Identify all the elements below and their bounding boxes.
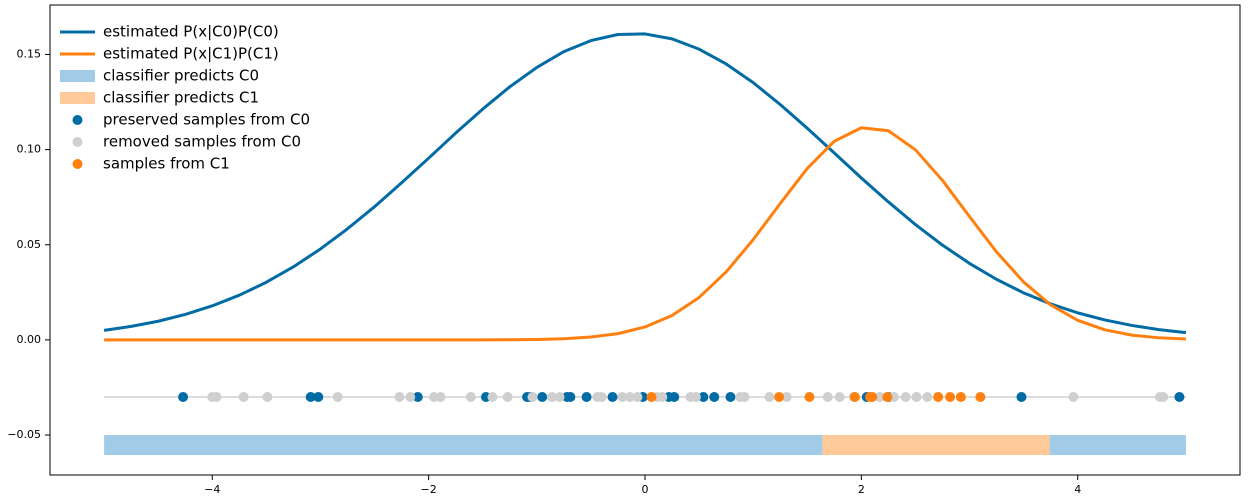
curve [104, 126, 1186, 342]
sample-point [764, 391, 775, 402]
sample-point [698, 391, 709, 402]
legend-label: classifier predicts C0 [103, 67, 259, 85]
legend-swatch [60, 70, 95, 82]
y-tick-label: 0.15 [17, 47, 42, 60]
sample-point [238, 391, 249, 402]
legend-label: estimated P(x|C1)P(C1) [103, 45, 279, 63]
prediction-band [822, 435, 1050, 456]
sample-point [502, 391, 513, 402]
sample-point [774, 391, 785, 402]
legend-label: preserved samples from C0 [103, 111, 310, 129]
sample-point [867, 391, 878, 402]
sample-point [690, 391, 701, 402]
y-tick-label: −0.05 [7, 428, 41, 441]
sample-point [975, 391, 986, 402]
sample-point [669, 391, 680, 402]
sample-point [849, 391, 860, 402]
sample-point [945, 391, 956, 402]
sample-point [565, 391, 576, 402]
legend-label: classifier predicts C1 [103, 89, 259, 107]
sample-point [313, 391, 324, 402]
sample-point [834, 391, 845, 402]
sample-point [596, 391, 607, 402]
x-tick-label: 0 [642, 483, 649, 496]
plot-frame [49, 4, 1241, 476]
sample-point [617, 391, 628, 402]
y-tick-label: 0.00 [17, 333, 42, 346]
sample-point [405, 391, 416, 402]
sample-point [922, 391, 933, 402]
sample-point [546, 391, 557, 402]
x-tick-label: 2 [858, 483, 865, 496]
sample-point [1016, 391, 1027, 402]
sample-point [822, 391, 833, 402]
x-tick-label: −2 [421, 483, 437, 496]
prediction-band [1049, 435, 1186, 456]
x-tick-label: −4 [204, 483, 220, 496]
sample-point [624, 391, 635, 402]
curve [103, 32, 1187, 335]
sample-point [882, 391, 893, 402]
sample-point [332, 391, 343, 402]
sample-point [657, 391, 668, 402]
legend-label: samples from C1 [103, 155, 230, 173]
sample-point [435, 391, 446, 402]
sample-point [305, 391, 316, 402]
sample-point [874, 391, 885, 402]
sample-point [1174, 391, 1185, 402]
sample-point [394, 391, 405, 402]
sample-point [933, 391, 944, 402]
sample-point [581, 391, 592, 402]
legend-swatch [72, 115, 83, 125]
sample-point [554, 391, 565, 402]
legend-label: removed samples from C0 [103, 133, 301, 151]
sample-point [1068, 391, 1079, 402]
sample-point [709, 391, 720, 402]
legend-swatch [72, 159, 83, 169]
sample-point [537, 391, 548, 402]
sample-point [900, 391, 911, 402]
sample-point [211, 391, 222, 402]
legend-label: estimated P(x|C0)P(C0) [103, 23, 279, 41]
sample-point [1158, 391, 1169, 402]
sample-point [487, 391, 498, 402]
sample-point [262, 391, 273, 402]
sample-point [527, 391, 538, 402]
y-tick-label: 0.05 [17, 238, 42, 251]
sample-point [781, 391, 792, 402]
prediction-band [104, 435, 823, 456]
sample-point [632, 391, 643, 402]
sample-point [646, 391, 657, 402]
legend-swatch [72, 137, 83, 147]
sample-point [955, 391, 966, 402]
sample-point [412, 391, 423, 402]
sample-point [725, 391, 736, 402]
sample-point [739, 391, 750, 402]
sample-point [911, 391, 922, 402]
sample-point [804, 391, 815, 402]
sample-point [465, 391, 476, 402]
x-tick-label: 4 [1074, 483, 1081, 496]
y-tick-label: 0.10 [17, 143, 42, 156]
sample-point [607, 391, 618, 402]
legend-swatch [60, 92, 95, 104]
sample-point [178, 391, 189, 402]
